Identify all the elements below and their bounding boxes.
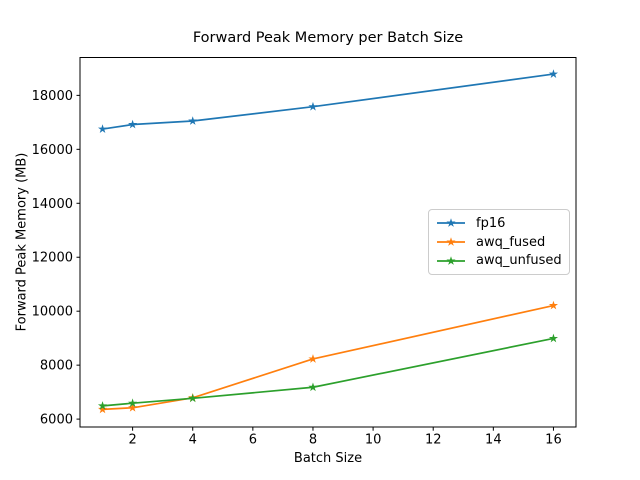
y-tick-label: 10000: [32, 305, 73, 320]
data-point-marker-awq_fused: [548, 300, 559, 310]
legend-label: awq_unfused: [476, 253, 562, 269]
data-point-marker-awq_fused: [128, 402, 138, 412]
data-point-marker-fp16: [188, 116, 198, 125]
plot-frame: [79, 57, 577, 428]
y-tick-label: 6000: [40, 413, 73, 428]
y-tick-label: 14000: [32, 197, 73, 212]
legend-line-marker-sample: [437, 218, 465, 228]
x-tick-label: 12: [425, 433, 442, 448]
x-tick-label: 10: [365, 433, 382, 448]
legend: fp16 awq_fused awq_unfused: [428, 209, 570, 275]
x-tick-label: 14: [485, 433, 502, 448]
x-tick-label: 4: [189, 433, 197, 448]
series-line-awq_fused: [101, 304, 555, 411]
y-tick-label: 16000: [32, 143, 73, 158]
legend-label: fp16: [476, 215, 506, 231]
x-tick-label: 8: [309, 433, 317, 448]
data-point-marker-awq_fused: [308, 354, 318, 363]
legend-entry-fp16: fp16: [436, 214, 561, 233]
y-tick-label: 8000: [40, 359, 73, 374]
data-point-marker-fp16: [128, 119, 138, 129]
legend-sample-marker: [446, 237, 456, 246]
y-axis-label: Forward Peak Memory (MB): [14, 152, 30, 332]
legend-sample-marker: [446, 255, 456, 265]
data-point-marker-fp16: [548, 69, 559, 78]
data-point-marker-awq_unfused: [188, 393, 198, 403]
series-line-awq_unfused: [101, 337, 555, 407]
data-point-marker-awq_unfused: [308, 382, 318, 392]
data-point-marker-fp16: [308, 101, 318, 111]
data-point-marker-awq_unfused: [548, 333, 559, 343]
data-point-marker-awq_unfused: [128, 398, 138, 408]
legend-line-marker-sample: [437, 237, 465, 246]
legend-entry-awq-fused: awq_fused: [436, 233, 561, 252]
legend-line-marker-sample: [437, 255, 465, 265]
data-point-marker-awq_unfused: [97, 401, 108, 410]
data-point-marker-awq_fused: [97, 404, 108, 414]
data-point-marker-fp16: [97, 124, 108, 133]
x-tick-label: 16: [545, 433, 562, 448]
x-axis-label: Batch Size: [293, 451, 363, 466]
x-tick-label: 6: [249, 433, 257, 448]
y-tick-label: 18000: [32, 89, 73, 104]
y-tick-label: 12000: [32, 251, 73, 266]
legend-sample-marker: [446, 218, 456, 228]
legend-label: awq_fused: [476, 234, 546, 250]
x-tick-label: 2: [128, 433, 136, 448]
series-line-fp16: [101, 73, 555, 130]
chart-title: Forward Peak Memory per Batch Size: [192, 30, 464, 46]
legend-entry-awq-unfused: awq_unfused: [436, 251, 562, 270]
